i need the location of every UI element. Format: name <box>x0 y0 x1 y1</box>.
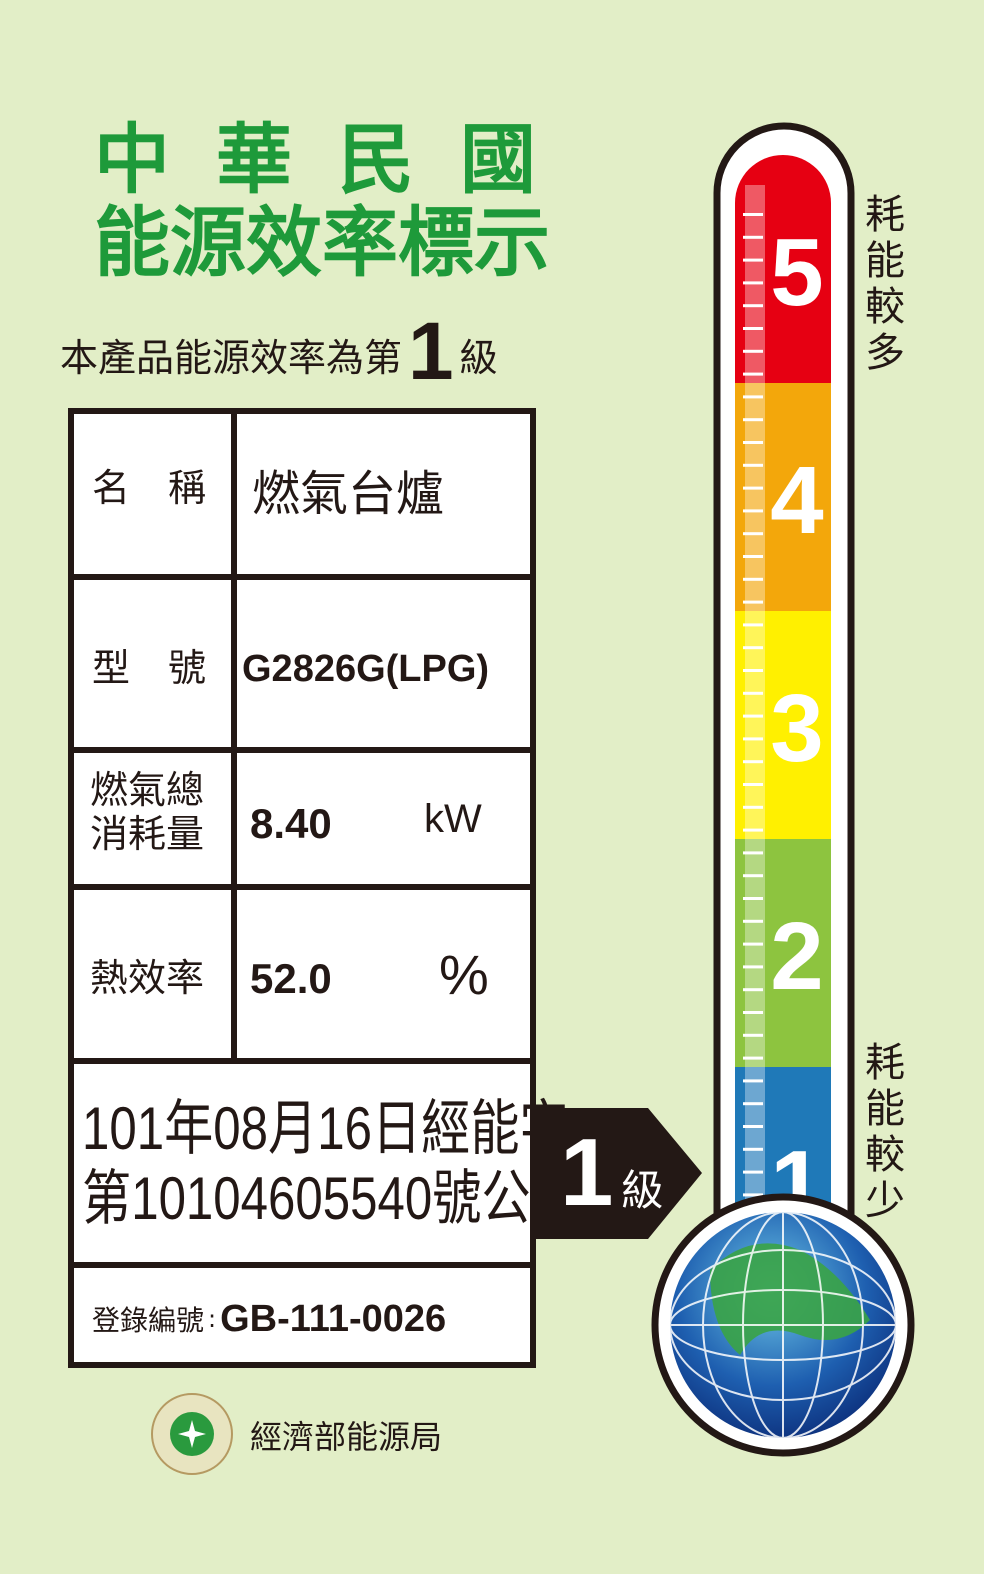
registration-value: GB-111-0026 <box>220 1297 447 1340</box>
grade-arrow <box>530 1108 702 1239</box>
scale-tick <box>743 919 763 923</box>
scale-tick <box>743 783 763 786</box>
row-divider <box>74 884 530 890</box>
scale-tick <box>743 327 763 330</box>
scale-tick <box>743 463 763 467</box>
bureau-of-energy-logo <box>151 1393 233 1475</box>
scale-tick <box>743 691 763 695</box>
scale-tick <box>743 1170 763 1174</box>
level-5-segment <box>735 155 831 383</box>
registration-label: 登錄編號 <box>92 1304 205 1337</box>
scale-tick <box>743 1056 763 1060</box>
name-label: 名 稱 <box>92 466 207 511</box>
efficiency-unit: % <box>439 942 489 1006</box>
spec-table: 名 稱 燃氣台爐 型 號 G2826G(LPG) 燃氣總 消耗量 8.40 kW … <box>68 408 580 1368</box>
scale-tick <box>743 532 763 536</box>
grade-suffix: 級 <box>459 336 498 380</box>
row-divider <box>74 747 530 753</box>
scale-tick <box>743 760 763 764</box>
level-3-label: 3 <box>770 675 823 782</box>
scale-tick <box>743 874 763 878</box>
scale-tick <box>743 486 763 490</box>
efficiency-value: 52.0 <box>250 955 332 1002</box>
scale-tick <box>743 258 763 262</box>
announcement: 101年08月16日經能字 第10104605540號公告 <box>82 1095 580 1232</box>
scale-tick <box>743 600 763 604</box>
grade-statement: 本產品能源效率為第1 級 <box>60 305 498 399</box>
top-caption: 耗能較多 <box>865 192 905 376</box>
scale-tick <box>743 805 763 809</box>
scale-tick <box>743 1033 763 1037</box>
scale-tick <box>743 851 763 855</box>
scale-tick <box>743 965 763 969</box>
consumption-unit: kW <box>424 796 482 841</box>
scale-tick <box>743 646 763 650</box>
scale-tick <box>743 555 763 558</box>
row-divider <box>74 574 530 580</box>
grade-prefix: 本產品能源效率為第 <box>60 336 403 380</box>
scale-tick <box>743 897 763 900</box>
scale-tick <box>743 441 763 444</box>
agency-name: 經濟部能源局 <box>250 1418 443 1456</box>
header-title: 能源效率標示 <box>94 198 550 287</box>
scale-tick <box>743 509 763 513</box>
level-4-segment <box>735 383 831 611</box>
registration: 登錄編號: GB-111-0026 <box>92 1297 447 1340</box>
model-value: G2826G(LPG) <box>242 647 490 690</box>
level-3-segment <box>735 611 831 839</box>
scale-tick <box>743 213 763 216</box>
row-divider <box>74 1262 530 1268</box>
scale-tick <box>743 1102 763 1106</box>
level-4-label: 4 <box>770 447 823 554</box>
scale-tick <box>743 988 763 992</box>
row-divider <box>74 1058 530 1064</box>
scale-tick <box>743 1125 763 1128</box>
scale-tick <box>743 577 763 581</box>
scale-tick <box>743 942 763 946</box>
scale-tick <box>743 1011 763 1014</box>
scale-tick <box>743 1079 763 1083</box>
scale-tick <box>743 418 763 422</box>
scale-tick <box>743 1193 763 1197</box>
scale-tick <box>743 395 763 399</box>
scale-tick <box>743 372 763 376</box>
model-label: 型 號 <box>92 646 207 691</box>
scale-tick <box>743 737 763 741</box>
column-divider <box>231 414 237 1064</box>
scale-tick <box>743 349 763 353</box>
consumption-label: 燃氣總 消耗量 <box>90 768 205 856</box>
header-country: 中華民國 <box>94 115 582 204</box>
scale-tick <box>743 623 763 627</box>
scale-tick <box>743 235 763 239</box>
level-2-label: 2 <box>770 903 823 1010</box>
scale-tick <box>743 669 763 672</box>
scale-tick <box>743 714 763 718</box>
bottom-caption: 耗能較少 <box>865 1040 905 1224</box>
grade-number: 1 <box>408 306 454 397</box>
name-value: 燃氣台爐 <box>252 466 445 522</box>
efficiency-label: 熱效率 <box>90 956 205 1001</box>
level-2-segment <box>735 839 831 1067</box>
level-5-label: 5 <box>770 219 823 326</box>
scale-tick <box>743 828 763 832</box>
consumption-value: 8.40 <box>250 800 332 847</box>
scale-tick <box>743 304 763 308</box>
scale-tick <box>743 281 763 285</box>
scale-tick <box>743 1147 763 1151</box>
